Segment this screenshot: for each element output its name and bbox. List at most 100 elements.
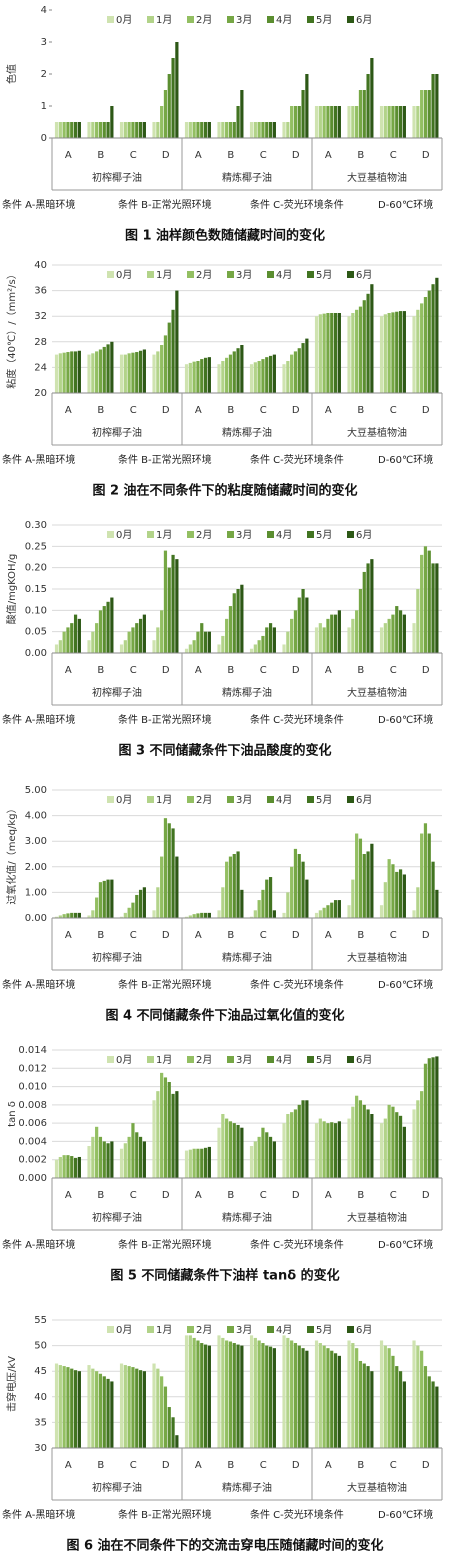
bar <box>398 106 403 138</box>
bar <box>58 122 62 138</box>
bar <box>379 1123 384 1178</box>
condition-note: D-60℃环境 <box>378 713 433 726</box>
bar <box>135 623 139 653</box>
bar <box>337 313 341 393</box>
bar <box>431 1057 435 1178</box>
bar <box>203 912 208 918</box>
bar <box>395 1366 399 1448</box>
bar <box>366 851 370 918</box>
bar <box>106 122 110 138</box>
bar <box>110 1141 114 1178</box>
bar <box>337 610 341 653</box>
x-tick-label: B <box>97 665 104 676</box>
legend-swatch <box>107 271 114 278</box>
bar <box>160 106 164 138</box>
bar <box>391 614 395 653</box>
bar <box>257 900 261 918</box>
bar <box>358 90 363 138</box>
legend-swatch <box>147 531 154 538</box>
bar <box>314 912 319 918</box>
y-tick-label: 35 <box>34 1417 47 1428</box>
bar <box>351 1106 355 1178</box>
x-tick-label: C <box>260 930 267 941</box>
bar <box>387 313 391 393</box>
bar <box>131 627 135 653</box>
bar <box>58 353 62 393</box>
bar <box>326 1348 330 1448</box>
legend-label: 2月 <box>196 1324 212 1336</box>
bar <box>379 316 384 393</box>
bar <box>240 90 244 138</box>
bar <box>435 1056 439 1178</box>
bar <box>416 1100 420 1178</box>
legend-swatch <box>227 796 234 803</box>
bar <box>171 554 175 653</box>
bar <box>272 354 276 393</box>
bar <box>240 584 244 653</box>
bar <box>184 1150 189 1178</box>
bar <box>416 309 420 393</box>
legend-label: 6月 <box>356 269 372 281</box>
y-tick-label: 0.15 <box>25 584 47 595</box>
bar <box>66 913 70 918</box>
x-tick-label: A <box>325 405 332 416</box>
bar <box>412 623 416 653</box>
bar <box>87 1365 91 1448</box>
bar <box>290 1340 294 1448</box>
x-tick-label: D <box>422 930 430 941</box>
bar <box>131 1123 135 1178</box>
group-label: 大豆基植物油 <box>347 951 407 964</box>
x-tick-label: C <box>130 1190 137 1201</box>
y-tick-label: 0.012 <box>18 1063 47 1074</box>
bar <box>272 627 276 653</box>
bar <box>110 106 114 138</box>
y-tick-label: 4.00 <box>25 811 47 822</box>
bar <box>106 1378 110 1448</box>
bar <box>70 1368 74 1448</box>
bar <box>160 345 164 393</box>
bar <box>95 897 99 918</box>
bar <box>225 122 229 138</box>
bar <box>322 313 326 393</box>
bar <box>301 589 305 653</box>
bar <box>402 874 406 918</box>
legend-label: 4月 <box>276 14 292 26</box>
legend-label: 6月 <box>356 529 372 541</box>
bar <box>163 818 168 918</box>
x-tick-label: D <box>292 405 300 416</box>
bar <box>131 352 135 393</box>
bar <box>217 644 221 653</box>
bar <box>207 912 211 918</box>
x-tick-label: C <box>390 405 397 416</box>
legend-label: 6月 <box>356 14 372 26</box>
bar <box>435 74 439 138</box>
bar <box>257 1340 261 1448</box>
bar <box>73 122 78 138</box>
legend-swatch <box>147 1056 154 1063</box>
bar <box>305 597 309 653</box>
x-tick-label: C <box>130 150 137 161</box>
bar <box>337 1121 341 1178</box>
x-tick-label: D <box>292 930 300 941</box>
bar <box>192 122 196 138</box>
bar <box>347 106 351 138</box>
y-tick-label: 45 <box>34 1366 47 1377</box>
bar <box>402 311 406 393</box>
bar <box>188 362 192 393</box>
bar <box>333 1123 338 1178</box>
legend-swatch <box>107 531 114 538</box>
legend-label: 0月 <box>116 1324 132 1336</box>
bar <box>106 344 110 393</box>
y-tick-label: 24 <box>34 362 47 373</box>
bar <box>362 854 366 918</box>
bar <box>163 90 168 138</box>
bar <box>314 316 319 393</box>
bar <box>175 290 179 393</box>
y-tick-label: 0 <box>41 133 47 144</box>
bar <box>290 354 294 393</box>
bar <box>156 627 160 653</box>
bar <box>196 1148 200 1178</box>
bar <box>127 907 131 918</box>
bar <box>423 1366 428 1448</box>
bar <box>427 1058 431 1178</box>
